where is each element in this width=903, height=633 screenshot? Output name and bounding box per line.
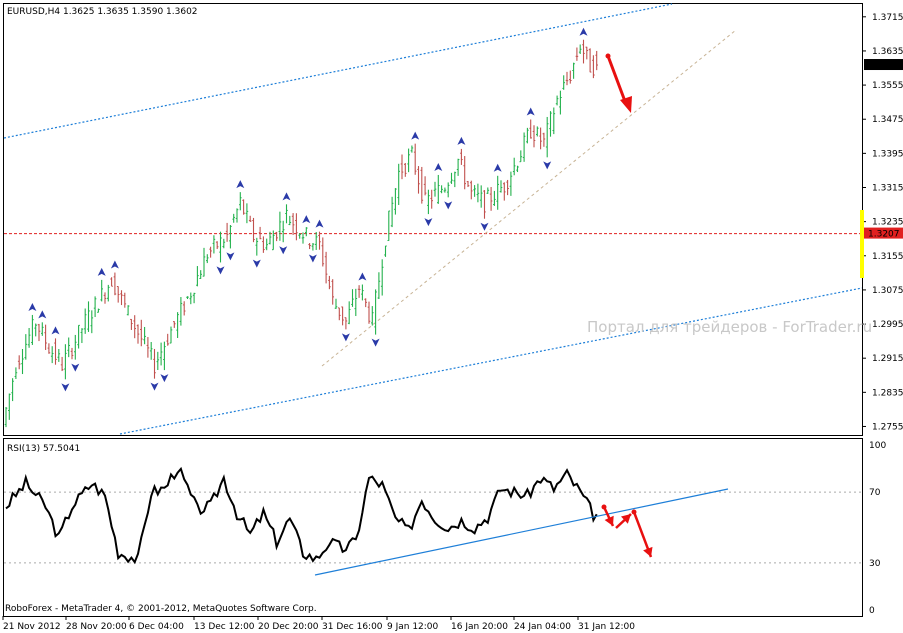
- rsi-label: RSI(13) 57.5041: [7, 444, 80, 454]
- fractal-up-marker: [579, 27, 588, 36]
- level-price-tag: 1.3207: [864, 227, 903, 240]
- fractal-up-marker: [526, 107, 535, 116]
- fractal-down-marker: [279, 246, 288, 255]
- fractal-up-marker: [302, 215, 311, 224]
- price-tick-label: 1.2915: [872, 354, 903, 364]
- price-channel: [3, 3, 863, 435]
- price-tick-label: 1.3155: [872, 252, 903, 262]
- fractal-down-marker: [61, 383, 70, 392]
- price-tick-label: 1.3315: [872, 183, 903, 193]
- fractal-down-marker: [371, 338, 380, 347]
- main-chart-frame: [3, 3, 863, 436]
- fractal-up-marker: [434, 162, 443, 171]
- svg-text:1.3602: 1.3602: [868, 61, 900, 71]
- forecast-arrow-head: [620, 96, 632, 113]
- forecast-arrow-shaft: [606, 55, 628, 105]
- price-tick-label: 1.3395: [872, 149, 903, 159]
- time-tick-label: 9 Jan 12:00: [387, 622, 439, 632]
- time-tick-label: 13 Dec 12:00: [194, 622, 255, 632]
- fractal-markers: [28, 27, 588, 392]
- time-tick-label: 20 Dec 20:00: [258, 622, 319, 632]
- fractal-up-marker: [236, 180, 245, 189]
- rsi-trendline: [314, 488, 729, 576]
- fractal-up-marker: [457, 136, 466, 145]
- time-tick-label: 31 Jan 12:00: [578, 622, 635, 632]
- rsi-tick-label: 30: [869, 559, 881, 569]
- rsi-arrow-1-head: [604, 515, 614, 526]
- price-tick-label: 1.3235: [872, 218, 903, 228]
- rsi-forecast-arrows: [601, 504, 653, 558]
- time-tick-label: 21 Nov 2012: [3, 622, 61, 632]
- fractal-up-marker: [315, 219, 324, 228]
- fractal-up-marker: [493, 163, 502, 172]
- rsi-arrow-2-head: [621, 514, 631, 524]
- fractal-down-marker: [216, 266, 225, 275]
- fractal-up-marker: [28, 302, 37, 311]
- price-tick-label: 1.2995: [872, 320, 903, 330]
- time-tick-label: 16 Jan 20:00: [451, 622, 508, 632]
- rsi-arrow-start: [601, 504, 607, 510]
- rsi-tick-label: 70: [869, 488, 881, 498]
- fractal-up-marker: [110, 260, 119, 269]
- fractal-down-marker: [480, 222, 489, 231]
- price-tick-label: 1.3475: [872, 115, 903, 125]
- rsi-panel-frame: [3, 438, 863, 617]
- fractal-down-marker: [424, 218, 433, 227]
- rsi-support-trendline: [314, 488, 729, 576]
- time-tick-label: 6 Dec 04:00: [129, 622, 184, 632]
- rsi-scale: 100 70 30 0: [4, 441, 886, 616]
- fractal-down-marker: [226, 252, 235, 261]
- footer-copyright: RoboForex - MetaTrader 4, © 2001-2012, M…: [5, 604, 317, 614]
- time-tick-label: 24 Jan 04:00: [514, 622, 571, 632]
- price-tick-label: 1.3715: [872, 13, 903, 23]
- rsi-tick-label: 0: [869, 606, 875, 616]
- svg-text:1.3207: 1.3207: [868, 230, 900, 240]
- rsi-arrow-3-head: [643, 546, 653, 557]
- current-price-tag: 1.3602: [864, 59, 903, 71]
- forecast-arrow-start: [605, 53, 611, 59]
- fractal-down-marker: [444, 201, 453, 210]
- fractal-up-marker: [51, 326, 60, 335]
- time-tick-label: 31 Dec 16:00: [322, 622, 383, 632]
- symbol-info-label: EURUSD,H4 1.3625 1.3635 1.3590 1.3602: [7, 7, 198, 17]
- main-price-axis: 1.3715 1.3635 1.3555 1.3475 1.3395 1.3315 1.32…: [862, 13, 903, 432]
- fractal-down-marker: [308, 254, 317, 263]
- channel-upper-line: [3, 3, 673, 139]
- highlight-bar: [860, 210, 864, 278]
- fractal-up-marker: [282, 192, 291, 201]
- fractal-up-marker: [97, 267, 106, 276]
- time-tick-label: 28 Nov 20:00: [66, 622, 127, 632]
- rsi-tick-label: 100: [869, 441, 886, 451]
- fractal-down-marker: [543, 161, 552, 170]
- fractal-down-marker: [341, 333, 350, 342]
- fractal-up-marker: [411, 131, 420, 140]
- price-tick-label: 1.3075: [872, 286, 903, 296]
- fractal-down-marker: [71, 363, 80, 372]
- price-tick-label: 1.3555: [872, 81, 903, 91]
- candlestick-series: [4, 39, 598, 428]
- fractal-down-marker: [252, 259, 261, 268]
- fractal-up-marker: [38, 310, 47, 319]
- rsi-arrow-start: [631, 509, 637, 515]
- watermark-text: Портал для трейдеров - ForTrader.ru: [587, 318, 872, 336]
- rsi-line: [5, 466, 598, 565]
- channel-trend-line: [321, 29, 737, 367]
- time-axis: 21 Nov 2012 28 Nov 20:00 6 Dec 04:00 13 Dec…: [2, 616, 635, 632]
- price-tick-label: 1.3635: [872, 47, 903, 57]
- price-tick-label: 1.2835: [872, 388, 903, 398]
- price-tick-label: 1.2755: [872, 422, 903, 432]
- fractal-down-marker: [160, 374, 169, 383]
- forecast-arrow: [605, 53, 632, 113]
- fractal-up-marker: [358, 272, 367, 281]
- fractal-down-marker: [150, 382, 159, 391]
